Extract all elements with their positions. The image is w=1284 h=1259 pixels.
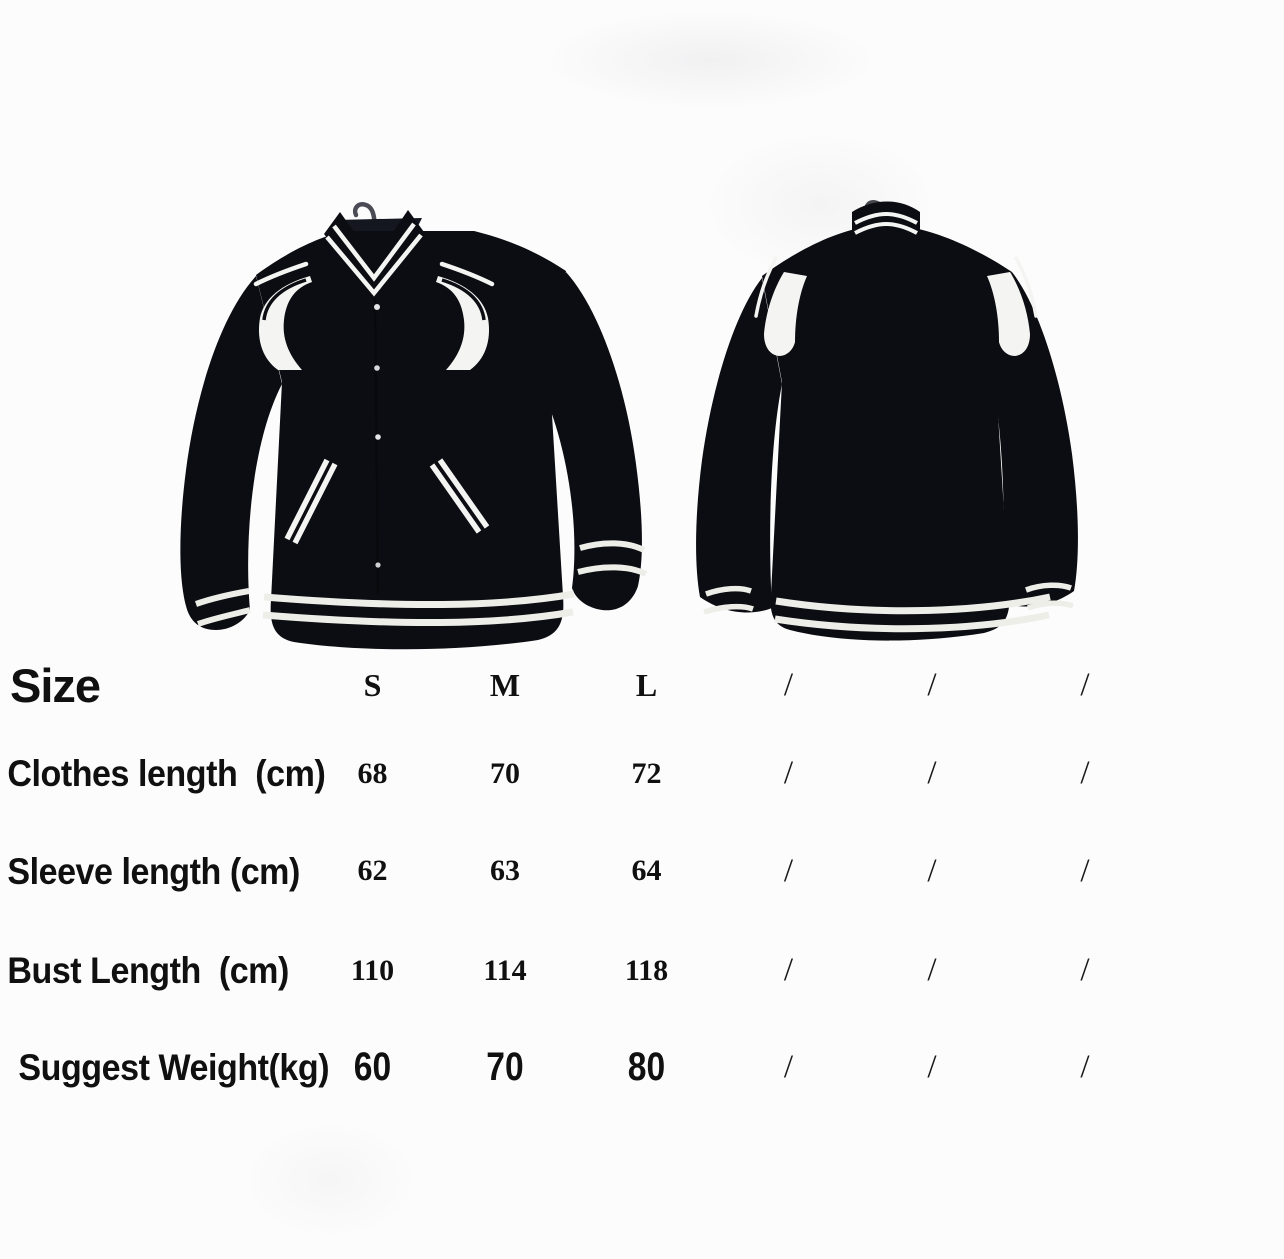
shoulder-seam-stripe-right xyxy=(1014,256,1038,318)
value-cell: 68 xyxy=(357,756,388,790)
size-chart-title: Size xyxy=(10,658,101,712)
front-left-sleeve xyxy=(180,276,282,630)
shoulder-seam-stripe-left xyxy=(754,256,778,318)
value-cell: 62 xyxy=(357,854,388,887)
cuff-stripe-right xyxy=(577,564,648,577)
cuff-stripe-left xyxy=(195,588,250,607)
pocket-stripe-right xyxy=(437,458,490,529)
hem-stripe xyxy=(775,593,1051,615)
value-cell: 118 xyxy=(624,953,669,987)
front-right-sleeve xyxy=(538,272,642,611)
table-row-sleeve-length: Sleeve length (cm) 62 63 64 / / / xyxy=(0,822,1165,920)
row-label: Sleeve length (cm) xyxy=(7,850,300,892)
column-header-empty: / xyxy=(1080,666,1090,703)
cuff-stripe-right xyxy=(579,540,646,553)
pocket-stripe-left xyxy=(292,462,338,545)
value-cell: 70 xyxy=(486,1045,524,1089)
snap-button xyxy=(375,434,381,440)
collar-stripe xyxy=(332,222,416,282)
value-cell-empty: / xyxy=(783,952,794,988)
snap-button xyxy=(374,304,380,310)
hem-stripe xyxy=(262,608,574,627)
hem-stripe xyxy=(774,611,1050,633)
value-cell: 114 xyxy=(483,953,527,987)
table-row-suggest-weight: Suggest Weight(kg) 60 70 80 / / / xyxy=(0,1021,1165,1113)
shoulder-piping-right xyxy=(441,278,486,321)
shoulder-panel-left xyxy=(764,272,807,356)
snap-button xyxy=(375,562,381,568)
row-label: Bust Length (cm) xyxy=(7,950,289,991)
hem-stripe xyxy=(263,590,575,609)
back-body xyxy=(762,228,1012,641)
row-label: Suggest Weight(kg) xyxy=(18,1046,330,1088)
size-chart-header-row: Size S M L / / / xyxy=(0,645,1165,725)
snap-button xyxy=(374,365,380,371)
background-smudge xyxy=(540,10,880,110)
collar-stripe xyxy=(325,233,423,297)
pocket-stripe-right xyxy=(429,463,482,534)
pocket-stripe-left xyxy=(284,458,330,541)
shoulder-seam-stripe-right xyxy=(439,261,495,287)
value-cell-empty: / xyxy=(783,755,794,791)
value-cell-empty: / xyxy=(1080,852,1090,889)
value-cell-empty: / xyxy=(783,1048,794,1085)
column-header-m: M xyxy=(489,667,521,703)
cuff-stripe-right xyxy=(1027,600,1075,611)
cuff-stripe-right xyxy=(1025,582,1072,593)
value-cell-empty: / xyxy=(927,755,937,791)
front-placket xyxy=(373,297,380,595)
column-header-empty: / xyxy=(927,666,937,703)
column-header-empty: / xyxy=(783,666,794,703)
value-cell: 80 xyxy=(627,1045,666,1089)
table-row-bust-length: Bust Length (cm) 110 114 118 / / / xyxy=(0,920,1165,1021)
value-cell: 60 xyxy=(353,1045,392,1089)
cuff-stripe-left xyxy=(703,603,754,615)
cuff-stripe-left xyxy=(197,607,251,627)
value-cell-empty: / xyxy=(927,1048,937,1085)
row-label: Clothes length (cm) xyxy=(7,753,326,794)
background-smudge xyxy=(240,1120,420,1240)
size-chart-table: Size S M L / / / Clothes length (cm) 68 … xyxy=(0,645,1165,1113)
collar-stripe xyxy=(854,222,918,235)
collar-stripe xyxy=(854,212,918,225)
value-cell: 110 xyxy=(350,953,395,987)
value-cell: 63 xyxy=(490,854,520,887)
table-row-clothes-length: Clothes length (cm) 68 70 72 / / / xyxy=(0,725,1165,822)
jacket-front-image xyxy=(180,202,648,650)
column-header-l: L xyxy=(635,667,658,703)
value-cell-empty: / xyxy=(927,852,937,889)
cuff-stripe-left xyxy=(705,585,752,597)
shoulder-piping-left xyxy=(262,278,307,321)
value-cell-empty: / xyxy=(1080,755,1090,791)
value-cell: 70 xyxy=(490,756,520,790)
value-cell-empty: / xyxy=(927,952,937,988)
front-collar xyxy=(324,210,424,298)
shoulder-seam-stripe-left xyxy=(253,261,309,287)
value-cell-empty: / xyxy=(1080,952,1090,988)
value-cell: 64 xyxy=(631,854,662,887)
value-cell-empty: / xyxy=(783,852,794,889)
value-cell: 72 xyxy=(631,756,662,790)
column-header-s: S xyxy=(363,667,382,703)
value-cell-empty: / xyxy=(1080,1048,1090,1085)
shoulder-panel-right xyxy=(987,272,1030,356)
jacket-back-image xyxy=(696,200,1078,641)
front-body xyxy=(256,231,566,650)
back-left-sleeve xyxy=(696,278,782,613)
